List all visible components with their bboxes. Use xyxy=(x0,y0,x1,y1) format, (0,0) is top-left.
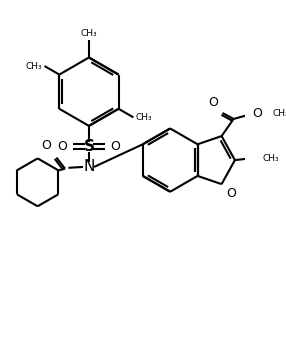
Text: O: O xyxy=(58,140,67,153)
Text: CH₃: CH₃ xyxy=(81,29,97,38)
Text: O: O xyxy=(226,187,236,200)
Text: CH₃: CH₃ xyxy=(262,154,279,163)
Text: CH₃: CH₃ xyxy=(136,113,152,122)
Text: O: O xyxy=(110,140,120,153)
Text: N: N xyxy=(83,159,95,175)
Text: CH₃: CH₃ xyxy=(273,109,286,118)
Text: CH₃: CH₃ xyxy=(25,61,42,70)
Text: S: S xyxy=(84,139,94,154)
Text: O: O xyxy=(208,96,218,109)
Text: O: O xyxy=(252,107,262,120)
Text: O: O xyxy=(41,139,51,152)
